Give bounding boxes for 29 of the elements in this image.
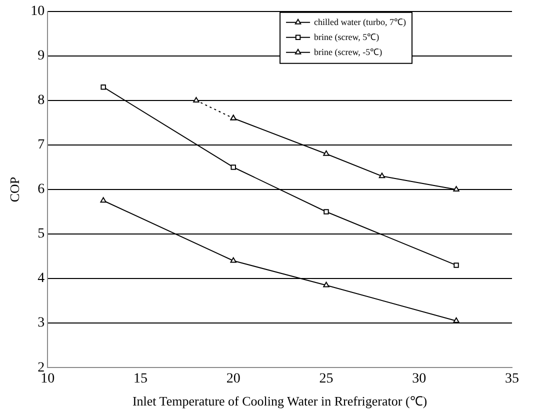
x-tick-label: 25 — [319, 372, 334, 387]
point — [453, 317, 460, 323]
point — [323, 282, 330, 288]
legend-label: brine (screw, 5℃) — [314, 32, 380, 42]
x-axis-title: Inlet Temperature of Cooling Water in Rrefrigerator (℃) — [132, 394, 428, 409]
point — [324, 209, 329, 214]
point — [454, 262, 459, 268]
y-tick-label: 5 — [38, 226, 45, 242]
y-tick-label: 3 — [38, 316, 45, 331]
point — [453, 186, 460, 192]
x-tick-label: 15 — [133, 372, 148, 387]
point — [230, 257, 236, 263]
legend-label: brine (screw, -5℃) — [314, 46, 382, 57]
point — [323, 150, 330, 156]
y-axis-title: COP — [7, 176, 22, 202]
legend-label: chilled water (turbo, 7℃) — [314, 16, 406, 27]
point — [100, 197, 106, 203]
x-tick-label: 30 — [412, 372, 426, 387]
point — [230, 164, 236, 170]
y-tick-label: 4 — [38, 271, 45, 286]
x-tick-label: 35 — [505, 372, 519, 387]
y-tick-label: 9 — [38, 48, 45, 64]
y-tick-label: 7 — [38, 138, 45, 153]
point — [100, 84, 106, 90]
x-tick-label: 20 — [226, 372, 240, 387]
point — [378, 172, 386, 178]
y-tick-label: 10 — [30, 4, 45, 20]
y-tick-label: 8 — [38, 93, 45, 108]
y-tick-label: 6 — [38, 182, 45, 198]
